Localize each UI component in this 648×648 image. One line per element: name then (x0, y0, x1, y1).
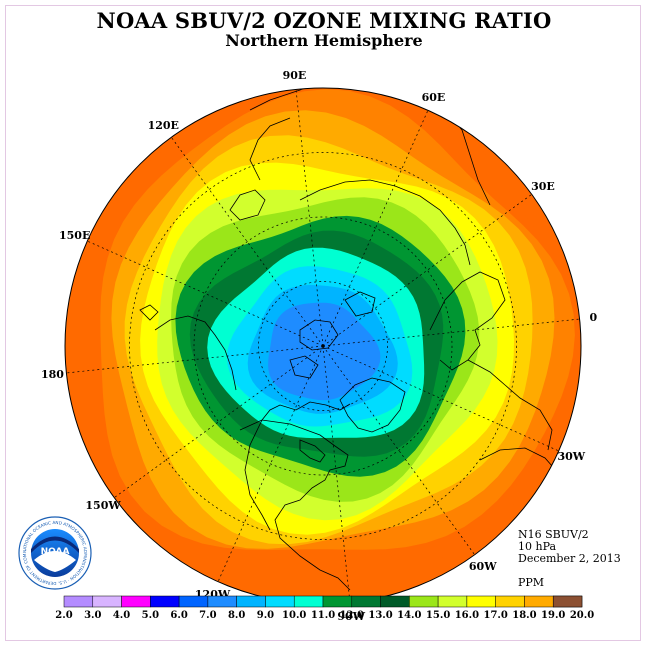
lon-label-30w: 30W (557, 450, 586, 464)
coastlines (139, 88, 566, 591)
chart-subtitle: Northern Hemisphere (225, 31, 423, 50)
logo-text: NOAA (41, 547, 70, 557)
colorbar-tick-label: 12.0 (340, 610, 364, 621)
colorbar-swatch (265, 595, 295, 608)
colorbar-swatch (466, 595, 496, 608)
chart-title: NOAA SBUV/2 OZONE MIXING RATIO (96, 8, 552, 33)
meridian-line (114, 345, 324, 498)
graticule (66, 89, 580, 603)
lon-label-90w: 90W (337, 610, 366, 623)
meridian-line (322, 110, 429, 347)
colorbar-tick-label: 8.0 (228, 610, 245, 621)
latitude-circle (129, 152, 517, 540)
colorbar-tick-label: 6.0 (170, 610, 187, 621)
lon-label-150w: 150W (85, 499, 121, 513)
colorbar-swatch (121, 595, 151, 608)
lon-label-60e: 60E (421, 91, 446, 104)
meridian-line (295, 89, 324, 347)
colorbar-tick-label: 5.0 (142, 610, 159, 621)
colorbar-swatch (236, 595, 266, 608)
lon-label-150e: 150E (59, 228, 91, 242)
colorbar-swatch (322, 595, 353, 608)
colorbar-tick-label: 11.0 (311, 610, 335, 621)
satellite-label: N16 SBUV/2 (518, 528, 589, 541)
ozone-contour-bands (65, 88, 581, 604)
lon-label-60w: 60W (468, 559, 497, 573)
lon-label-180: 180 (41, 367, 64, 381)
colorbar-swatch (178, 595, 209, 608)
lon-label-90e: 90E (282, 69, 307, 82)
colorbar-tick-label: 13.0 (368, 610, 392, 621)
date-label: December 2, 2013 (518, 552, 621, 565)
colorbar-tick-label: 18.0 (512, 610, 536, 621)
colorbar-swatch (409, 595, 439, 608)
latitude-circle (258, 281, 388, 411)
noaa-logo: NATIONAL OCEANIC AND ATMOSPHERIC ADMINIS… (18, 516, 92, 590)
colorbar-swatch (150, 595, 180, 608)
pressure-label: 10 hPa (518, 540, 557, 553)
colorbar-tick-label: 15.0 (426, 610, 450, 621)
colorbar-swatch (552, 595, 583, 608)
colorbar-swatch (293, 595, 324, 608)
colorbar-swatch (524, 595, 554, 608)
colorbar-tick-label: 7.0 (199, 610, 216, 621)
colorbar-tick-label: 17.0 (483, 610, 507, 621)
band-7 (268, 302, 381, 401)
colorbar-swatch (351, 595, 381, 608)
colorbar-tick-label: 19.0 (541, 610, 565, 621)
colorbar-tick-label: 10.0 (282, 610, 306, 621)
colorbar-swatch (63, 595, 94, 608)
colorbar-tick-label: 16.0 (455, 610, 479, 621)
units-label: PPM (518, 576, 545, 589)
colorbar-swatch (437, 595, 468, 608)
meridian-line (171, 137, 324, 347)
colorbar-swatch (207, 595, 237, 608)
meridian-line (322, 345, 351, 603)
lon-label-0: 0 (589, 311, 598, 325)
colorbar-swatch (495, 595, 525, 608)
colorbar-tick-label: 4.0 (113, 610, 130, 621)
lon-label-30e: 30E (531, 179, 555, 193)
colorbar-tick-label: 20.0 (570, 610, 594, 621)
colorbar-swatch (92, 595, 122, 608)
meridian-line (322, 318, 580, 347)
colorbar-tick-label: 14.0 (397, 610, 421, 621)
meridian-line (322, 194, 532, 347)
lon-label-120e: 120E (147, 119, 179, 133)
meridian-line (66, 345, 324, 374)
colorbar-swatch (380, 595, 410, 608)
colorbar-tick-label: 9.0 (257, 610, 274, 621)
colorbar-tick-label: 3.0 (84, 610, 101, 621)
colorbar-tick-label: 2.0 (55, 610, 72, 621)
latitude-circle (193, 216, 453, 476)
meridian-line (322, 345, 475, 555)
